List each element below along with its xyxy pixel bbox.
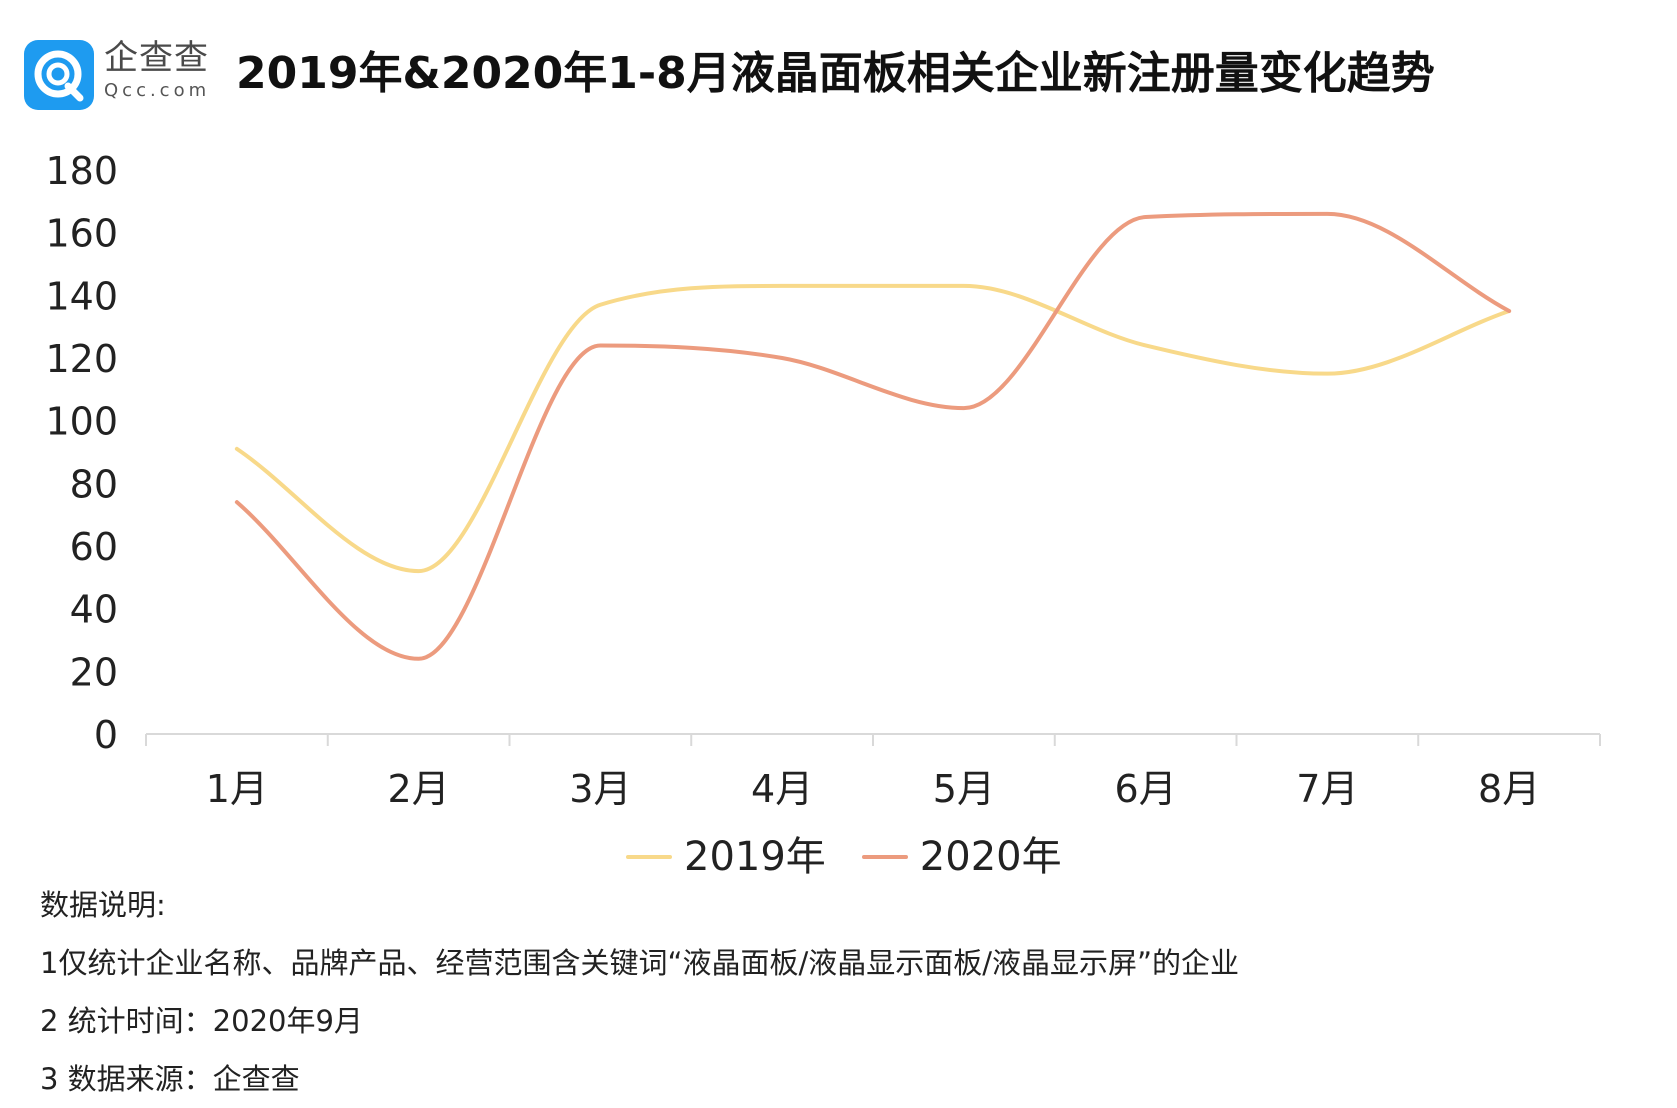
data-point-2020 (417, 657, 421, 661)
legend-item-2020: 2020年 (861, 833, 1062, 881)
y-tick-label: 40 (70, 588, 118, 632)
legend-label-2020: 2020年 (919, 834, 1062, 880)
x-tick-label: 6月 (1115, 767, 1177, 811)
legend-swatch-2019 (626, 855, 672, 859)
data-point-2019 (780, 284, 784, 288)
data-point-2020 (780, 356, 784, 360)
data-point-2020 (1507, 309, 1511, 313)
data-point-2019 (417, 569, 421, 573)
line-chart: 0 20 40 60 80 100 120 140 160 180 1月 2月 3月 4月 5月 6月 7月 8月 (45, 149, 1601, 811)
y-tick-label: 140 (45, 274, 118, 318)
y-tick-label: 60 (70, 525, 118, 569)
logo-brand-cn: 企查查 (104, 38, 209, 78)
notes-heading: 数据说明: (40, 888, 166, 922)
note-line-3: 3 数据来源：企查查 (40, 1062, 300, 1096)
x-tick-label: 2月 (388, 767, 450, 811)
data-point-2019 (235, 447, 239, 451)
x-tick-label: 3月 (569, 767, 631, 811)
series-line-2020 (234, 211, 1512, 661)
y-tick-label: 120 (45, 337, 118, 381)
x-tick-label: 5月 (933, 767, 995, 811)
data-point-2020 (598, 343, 602, 347)
data-point-2020 (1325, 212, 1329, 216)
legend-label-2019: 2019年 (684, 834, 826, 880)
data-point-2019 (962, 284, 966, 288)
logo-text: 企查查 Qcc.com (104, 38, 244, 102)
legend-item-2019: 2019年 (626, 833, 826, 881)
chart-title: 2019年&2020年1-8月液晶面板相关企业新注册量变化趋势 (236, 48, 1435, 99)
y-tick-label: 180 (45, 149, 118, 193)
data-point-2020 (1144, 215, 1148, 219)
qcc-q-logo-icon (24, 40, 94, 110)
logo-brand-en: Qcc.com (104, 80, 211, 101)
x-tick-label: 8月 (1478, 767, 1540, 811)
chart-legend: 2019年 2020年 (626, 832, 1098, 882)
data-point-2019 (598, 303, 602, 307)
x-tick-label: 7月 (1296, 767, 1358, 811)
y-tick-label: 100 (45, 400, 118, 444)
data-point-2019 (1325, 372, 1329, 376)
y-tick-label: 20 (70, 650, 118, 694)
y-tick-label: 80 (70, 462, 118, 506)
data-point-2019 (1144, 343, 1148, 347)
note-line-2: 2 统计时间：2020年9月 (40, 1004, 363, 1038)
data-point-2020 (962, 406, 966, 410)
legend-swatch-2020 (861, 855, 908, 859)
series-line-2019 (234, 283, 1512, 574)
header: 企查查 Qcc.com 2019年&2020年1-8月液晶面板相关企业新注册量变… (24, 32, 1664, 114)
data-point-2020 (235, 500, 239, 504)
y-tick-label: 160 (45, 212, 118, 256)
x-tick-label: 4月 (751, 767, 813, 811)
y-tick-label: 0 (94, 713, 118, 757)
x-tick-label: 1月 (206, 767, 268, 811)
data-notes: 数据说明: 1仅统计企业名称、品牌产品、经营范围含关键词“液晶面板/液晶显示面板… (40, 876, 1640, 1108)
note-line-1: 1仅统计企业名称、品牌产品、经营范围含关键词“液晶面板/液晶显示面板/液晶显示屏… (40, 946, 1240, 980)
